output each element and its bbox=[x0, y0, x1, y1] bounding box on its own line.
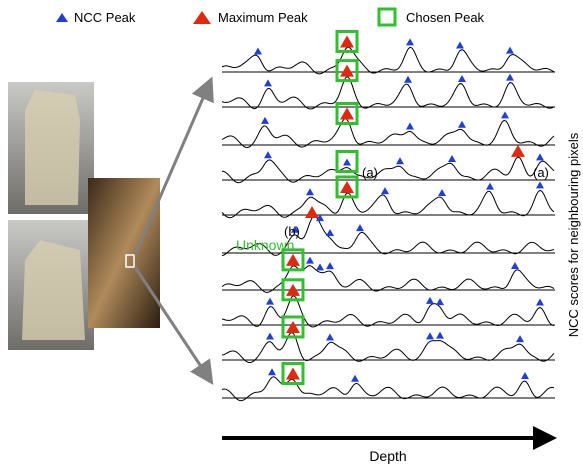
ncc-peak bbox=[506, 47, 514, 54]
ncc-peak bbox=[426, 297, 434, 304]
ncc-peak bbox=[536, 298, 544, 305]
ncc-peak bbox=[404, 76, 412, 83]
ncc-peak bbox=[536, 153, 544, 160]
maximum-peak bbox=[511, 145, 525, 157]
annotation: (a) bbox=[362, 165, 378, 180]
ncc-peak bbox=[264, 79, 272, 86]
annotation: (a) bbox=[533, 165, 549, 180]
y-axis-label: NCC scores for neighbouring pixels bbox=[566, 132, 581, 337]
ncc-peak bbox=[266, 298, 274, 305]
ncc-curve bbox=[222, 77, 554, 109]
ncc-peak bbox=[436, 298, 444, 305]
ncc-peak bbox=[448, 155, 456, 162]
figure: NCC Peak Maximum Peak Chosen Peak (a) (a… bbox=[0, 0, 583, 471]
maximum-peak bbox=[340, 65, 354, 77]
maximum-peak bbox=[286, 368, 300, 380]
x-axis-label: Depth bbox=[369, 448, 406, 464]
ncc-peak bbox=[356, 224, 364, 231]
ncc-peak bbox=[326, 229, 334, 236]
ncc-curve bbox=[222, 157, 554, 183]
maximum-peak bbox=[305, 206, 319, 218]
ncc-peak bbox=[266, 333, 274, 340]
temple-bottom bbox=[22, 240, 85, 340]
ncc-curve bbox=[222, 377, 554, 401]
maximum-peak bbox=[286, 254, 300, 266]
ncc-peak bbox=[521, 372, 529, 379]
ncc-peak bbox=[254, 47, 262, 54]
temple-top bbox=[25, 90, 80, 205]
ncc-peak bbox=[306, 188, 314, 195]
ncc-curve bbox=[222, 47, 554, 74]
ncc-peak bbox=[316, 263, 324, 270]
maximum-peak bbox=[340, 181, 354, 193]
maximum-peak bbox=[286, 321, 300, 333]
ncc-peak bbox=[396, 157, 404, 164]
maximum-peak bbox=[340, 35, 354, 47]
ncc-peak bbox=[326, 333, 334, 340]
ncc-peak bbox=[511, 262, 519, 269]
ncc-peak bbox=[343, 158, 351, 165]
photo-zoom bbox=[88, 178, 160, 328]
ncc-peak bbox=[436, 332, 444, 339]
maximum-peak bbox=[340, 107, 354, 119]
ncc-peak bbox=[501, 111, 509, 118]
legend-ncc-icon bbox=[56, 13, 68, 22]
ncc-peak bbox=[268, 368, 276, 375]
ncc-curve bbox=[222, 190, 554, 218]
ncc-peak bbox=[306, 257, 314, 264]
ncc-peak bbox=[506, 74, 514, 81]
ncc-peak bbox=[426, 332, 434, 339]
ncc-curve bbox=[222, 296, 554, 327]
ncc-peak bbox=[458, 75, 466, 82]
ncc-peak bbox=[456, 42, 464, 49]
ncc-curve bbox=[222, 119, 554, 148]
ncc-peak bbox=[326, 262, 334, 269]
ncc-curve bbox=[222, 266, 554, 293]
legend-ncc: NCC Peak bbox=[74, 10, 136, 25]
arrow-up bbox=[135, 82, 210, 255]
legend-chosen-icon bbox=[379, 9, 395, 25]
ncc-peak bbox=[458, 121, 466, 128]
ncc-peak bbox=[516, 335, 524, 342]
ncc-peak bbox=[261, 117, 269, 124]
ncc-peak bbox=[486, 183, 494, 190]
ncc-peak bbox=[536, 181, 544, 188]
ncc-curves bbox=[222, 31, 555, 400]
legend-max: Maximum Peak bbox=[218, 10, 308, 25]
legend-max-icon bbox=[193, 11, 211, 24]
unknown-label: Unknown bbox=[236, 237, 294, 253]
legend-chosen: Chosen Peak bbox=[406, 10, 485, 25]
ncc-peak bbox=[381, 187, 389, 194]
ncc-peak bbox=[406, 38, 414, 45]
ncc-peak bbox=[438, 189, 446, 196]
ncc-peak bbox=[351, 375, 359, 382]
ncc-peak bbox=[406, 122, 414, 129]
ncc-peak bbox=[264, 151, 272, 158]
